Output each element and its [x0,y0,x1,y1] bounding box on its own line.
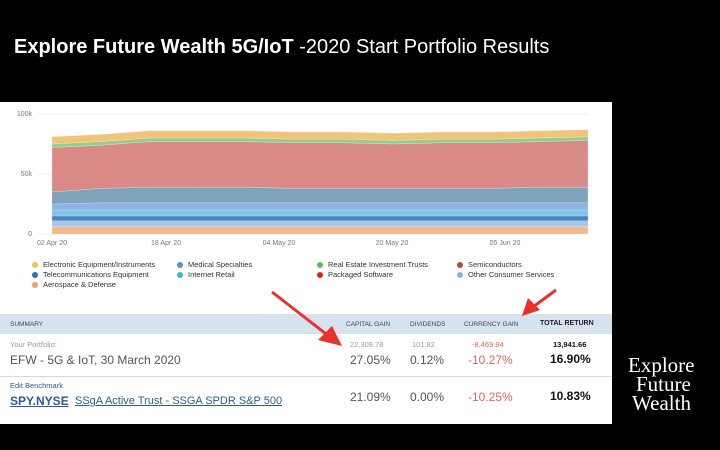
chart-areas [51,129,589,235]
y-axis-ticks: 100k 50k 0 [17,111,33,238]
total-return-header: TOTAL RETURN [540,320,594,327]
area-band [51,129,589,145]
currency-gain-pct: -10.27% [468,353,513,367]
legend-label: Real Estate Investment Trusts [328,260,429,269]
brand-logo: Explore Future Wealth [628,353,695,415]
total-return-pct: 16.90% [550,352,591,366]
x-tick-label: 18 Apr 20 [151,240,181,247]
legend-label: Telecommunications Equipment [43,270,149,279]
legend-swatch [32,261,38,268]
legend-item[interactable]: Aerospace & Defense [32,280,116,289]
logo-line-3: Wealth [632,391,691,415]
legend-swatch [317,271,323,278]
currency-gain-header: CURRENCY GAIN [464,321,519,328]
x-tick-label: 04 May 20 [263,240,296,247]
legend-item[interactable]: Semiconductors [457,260,522,269]
stacked-area-chart: 100k 50k 0 02 Apr 20 18 Apr 20 04 May 20 20 M… [17,111,589,247]
legend-item[interactable]: Telecommunications Equipment [32,270,149,279]
legend-swatch [32,281,38,288]
legend-label: Other Consumer Services [468,270,555,279]
benchmark-capital-gain: 21.09% [350,390,391,404]
legend-label: Medical Specialties [188,260,253,269]
dividends-value: 101.82 [412,340,435,349]
title-light: -2020 Start Portfolio Results [293,36,550,58]
arrow-to-currency-gain [522,288,557,316]
legend-label: Packaged Software [328,270,394,279]
legend-label: Aerospace & Defense [43,280,116,289]
portfolio-name: EFW - 5G & IoT, 30 March 2020 [10,353,181,367]
benchmark-ticker-link[interactable]: SPY.NYSE [10,394,69,408]
legend-swatch [457,271,463,278]
legend-item[interactable]: Medical Specialties [177,260,252,269]
x-tick-label: 05 Jun 20 [490,240,521,247]
legend-item[interactable]: Other Consumer Services [457,270,554,279]
benchmark-currency-gain: -10.25% [468,390,513,404]
currency-gain-value: -8,469.94 [472,340,504,349]
legend-item[interactable]: Internet Retail [177,270,235,279]
benchmark-dividends: 0.00% [410,390,445,404]
portfolio-label: Your Portfolio: [10,340,57,349]
legend-item[interactable]: Packaged Software [317,270,393,279]
dividends-header: DIVIDENDS [410,321,446,328]
legend-swatch [457,261,463,268]
logo-line-2: Future [636,372,691,396]
legend-item[interactable]: Electronic Equipment/Instruments [32,260,155,269]
x-tick-label: 02 Apr 20 [37,240,67,247]
legend-label: Internet Retail [188,270,235,279]
edit-benchmark-link[interactable]: Edit Benchmark [10,381,63,390]
portfolio-row: Your Portfolio: EFW - 5G & IoT, 30 March… [0,336,612,377]
legend-item[interactable]: Real Estate Investment Trusts [317,260,428,269]
x-tick-label: 20 May 20 [376,240,409,247]
summary-header-row: SUMMARY CAPITAL GAIN DIVIDENDS CURRENCY … [0,314,612,334]
dividends-pct: 0.12% [410,353,445,367]
legend-swatch [317,261,323,268]
capital-gain-value: 22,309.78 [350,340,384,349]
capital-gain-pct: 27.05% [350,353,391,367]
portfolio-panel: 100k 50k 0 02 Apr 20 18 Apr 20 04 May 20 20 M… [0,102,612,424]
title-bold: Explore Future Wealth 5G/IoT [14,36,294,58]
benchmark-row: Edit Benchmark SPY.NYSE SSgA Active Trus… [0,376,612,416]
y-tick-label: 50k [21,171,33,178]
legend-label: Semiconductors [468,260,522,269]
x-axis-ticks: 02 Apr 20 18 Apr 20 04 May 20 20 May 20 05 J… [37,240,520,247]
arrow-to-capital-gain [271,290,342,346]
logo-line-1: Explore [628,353,695,377]
y-tick-label: 100k [17,111,33,118]
legend-swatch [177,271,183,278]
total-return-value: 13,941.66 [553,340,587,349]
capital-gain-header: CAPITAL GAIN [346,321,391,328]
benchmark-name-link[interactable]: SSgA Active Trust - SSGA SPDR S&P 500 [75,395,283,407]
page-title: Explore Future Wealth 5G/IoT -2020 Start… [14,36,549,59]
legend-swatch [32,271,38,278]
benchmark-total-return: 10.83% [550,389,591,403]
y-tick-label: 0 [28,231,32,238]
legend-swatch [177,261,183,268]
summary-header: SUMMARY [10,321,44,328]
legend-label: Electronic Equipment/Instruments [43,260,156,269]
